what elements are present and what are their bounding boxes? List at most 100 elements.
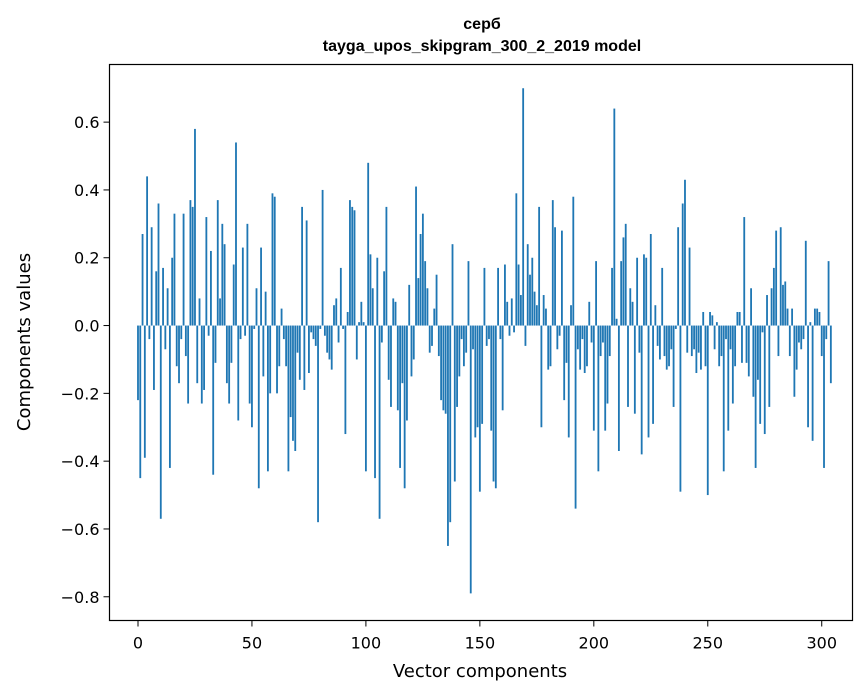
bar-264 bbox=[738, 311, 741, 326]
bar-285 bbox=[786, 308, 789, 326]
bar-80 bbox=[319, 325, 322, 329]
bar-127 bbox=[426, 288, 429, 326]
y-tick-label: −0.6 bbox=[61, 520, 100, 539]
bar-125 bbox=[421, 213, 424, 326]
bar-159 bbox=[499, 325, 502, 340]
bar-216 bbox=[629, 288, 632, 326]
x-tick-label: 50 bbox=[242, 634, 262, 653]
bar-118 bbox=[406, 325, 408, 421]
bar-190 bbox=[570, 305, 572, 326]
bar-53 bbox=[257, 325, 260, 489]
x-axis-label: Vector components bbox=[393, 661, 567, 682]
bar-160 bbox=[501, 325, 504, 411]
bar-105 bbox=[376, 257, 379, 326]
bar-132 bbox=[437, 325, 440, 357]
bar-52 bbox=[255, 288, 258, 326]
bar-10 bbox=[159, 325, 162, 519]
bar-23 bbox=[189, 200, 192, 326]
bar-283 bbox=[782, 284, 784, 326]
bar-289 bbox=[795, 325, 798, 370]
bar-250 bbox=[706, 325, 709, 496]
bar-4 bbox=[146, 176, 149, 326]
bar-39 bbox=[225, 325, 228, 384]
bar-231 bbox=[663, 325, 666, 357]
bar-162 bbox=[506, 301, 509, 326]
bar-236 bbox=[674, 325, 677, 329]
bar-67 bbox=[289, 325, 292, 418]
bar-211 bbox=[617, 325, 620, 451]
bar-103 bbox=[371, 288, 374, 326]
bar-292 bbox=[802, 325, 805, 340]
bars-group bbox=[137, 88, 832, 594]
bar-101 bbox=[367, 162, 370, 326]
chart-subtitle: tayga_upos_skipgram_300_2_2019 model bbox=[323, 38, 641, 55]
bar-181 bbox=[549, 325, 552, 367]
bar-280 bbox=[775, 230, 778, 326]
bar-251 bbox=[709, 311, 711, 326]
bar-182 bbox=[551, 200, 554, 326]
bar-12 bbox=[164, 325, 167, 350]
bar-257 bbox=[722, 325, 725, 472]
x-tick-label: 150 bbox=[465, 634, 496, 653]
bar-188 bbox=[565, 325, 568, 363]
bar-138 bbox=[451, 244, 454, 326]
bar-249 bbox=[704, 325, 707, 367]
bar-99 bbox=[362, 322, 365, 326]
bar-115 bbox=[399, 325, 401, 468]
bar-19 bbox=[180, 325, 183, 340]
bar-241 bbox=[686, 325, 689, 353]
bar-143 bbox=[462, 325, 465, 367]
bar-258 bbox=[725, 325, 727, 340]
bar-24 bbox=[191, 206, 194, 326]
bar-72 bbox=[301, 206, 303, 326]
bar-17 bbox=[175, 325, 178, 367]
bar-7 bbox=[153, 325, 155, 390]
x-tick-label: 200 bbox=[579, 634, 610, 653]
bar-158 bbox=[497, 267, 499, 326]
bar-261 bbox=[731, 325, 734, 404]
bar-244 bbox=[693, 325, 696, 350]
bar-298 bbox=[816, 308, 819, 326]
bar-20 bbox=[182, 213, 185, 326]
bar-163 bbox=[508, 325, 511, 336]
bar-102 bbox=[369, 254, 372, 326]
bar-295 bbox=[809, 322, 812, 326]
bar-265 bbox=[741, 325, 743, 363]
bar-269 bbox=[750, 288, 752, 326]
bar-6 bbox=[150, 227, 153, 326]
bar-33 bbox=[212, 325, 215, 475]
y-tick-label: 0.6 bbox=[74, 113, 99, 132]
y-axis-label: Components values bbox=[14, 253, 35, 431]
bar-51 bbox=[253, 325, 256, 329]
bar-92 bbox=[346, 311, 349, 326]
x-tick-label: 250 bbox=[693, 634, 724, 653]
bar-82 bbox=[323, 325, 326, 336]
bar-54 bbox=[260, 247, 262, 326]
bar-172 bbox=[529, 274, 531, 326]
bar-284 bbox=[784, 281, 787, 326]
bar-111 bbox=[390, 325, 392, 407]
bar-227 bbox=[654, 305, 657, 326]
bar-196 bbox=[583, 325, 586, 374]
bar-193 bbox=[576, 325, 579, 350]
bar-78 bbox=[314, 325, 317, 346]
y-tick-label: 0.2 bbox=[74, 249, 99, 268]
bar-191 bbox=[572, 196, 575, 326]
bar-45 bbox=[239, 325, 242, 340]
bar-263 bbox=[736, 311, 739, 326]
bar-88 bbox=[337, 325, 340, 343]
bar-129 bbox=[431, 325, 433, 346]
bar-255 bbox=[718, 325, 721, 367]
bar-68 bbox=[292, 325, 294, 441]
bar-87 bbox=[335, 298, 338, 326]
bar-252 bbox=[711, 315, 714, 326]
bar-47 bbox=[244, 325, 247, 336]
bar-94 bbox=[351, 206, 354, 326]
bar-154 bbox=[488, 325, 490, 340]
bar-126 bbox=[424, 261, 427, 326]
bar-147 bbox=[472, 325, 474, 350]
bar-229 bbox=[659, 325, 661, 360]
bar-100 bbox=[364, 325, 367, 472]
bar-134 bbox=[442, 325, 445, 411]
bar-179 bbox=[545, 308, 547, 326]
